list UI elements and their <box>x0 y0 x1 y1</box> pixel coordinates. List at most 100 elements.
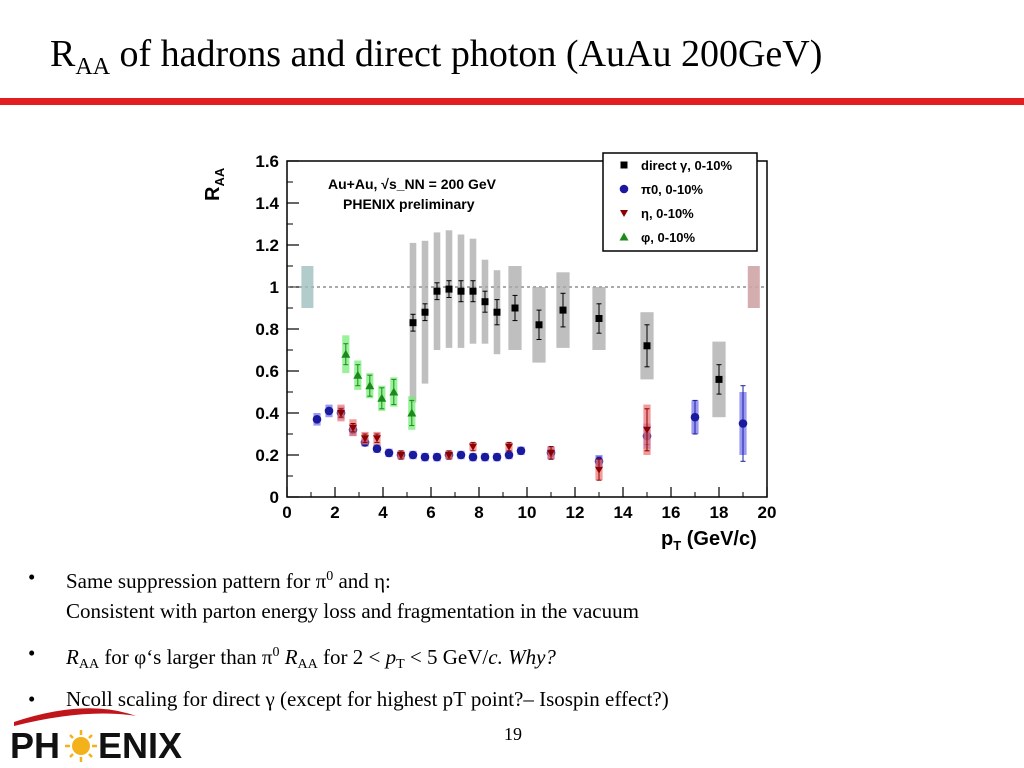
bullet-text: (except for highest pT point?– Isospin e… <box>274 687 669 711</box>
y-axis-label: RAA <box>202 167 227 201</box>
y-tick-label: 0.4 <box>255 404 279 423</box>
data-point <box>738 419 748 428</box>
data-point <box>481 298 489 306</box>
data-point <box>620 210 628 217</box>
bullet-2: • RAA for φ‘s larger than π0 RAA for 2 <… <box>28 638 669 680</box>
annotation-line: PHENIX preliminary <box>343 196 475 212</box>
bullet-symbol: φ <box>134 645 147 669</box>
bullet-text: Consistent with parton energy loss and f… <box>66 599 639 623</box>
data-point <box>469 287 477 295</box>
bullet-3: • Ncoll scaling for direct γ (except for… <box>28 684 669 714</box>
bullet-text: ‘s larger than <box>146 645 262 669</box>
y-tick-label: 1 <box>270 278 279 297</box>
data-point <box>349 424 357 432</box>
data-point <box>337 410 345 417</box>
series-1 <box>312 385 748 468</box>
data-point <box>505 443 513 451</box>
x-tick-label: 2 <box>330 503 339 522</box>
data-point <box>480 452 490 462</box>
x-tick-label: 18 <box>710 503 729 522</box>
data-point <box>361 435 369 443</box>
bullet-symbol: η <box>374 569 386 593</box>
data-point <box>407 408 417 417</box>
y-tick-label: 1.6 <box>255 152 279 171</box>
data-point <box>409 319 417 327</box>
phenix-logo: PH ENIX <box>10 708 182 764</box>
data-point <box>445 452 453 459</box>
title-divider <box>0 98 1024 105</box>
bullet-superscript: 0 <box>326 569 334 584</box>
bullet-symbol: π <box>261 645 273 669</box>
bullet-question: Why? <box>508 645 556 669</box>
legend-label: η, 0-10% <box>641 206 694 221</box>
page-number: 19 <box>504 724 522 744</box>
raa-chart: 0 2 4 6 8 10 12 14 16 18 20 0 0.2 0.4 0.6 0.8 1 1.2 1.4 1.6… <box>202 152 776 553</box>
x-tick-label: 16 <box>662 503 681 522</box>
data-point <box>433 287 441 295</box>
data-point <box>373 435 381 443</box>
svg-text:PH: PH <box>10 725 60 764</box>
data-point <box>408 450 418 460</box>
bullet-1: • Same suppression pattern for π0 and η:… <box>28 562 669 626</box>
data-point <box>432 452 442 462</box>
title-rest: of hadrons and direct photon (AuAu 200Ge… <box>110 33 823 75</box>
x-tick-label: 8 <box>474 503 483 522</box>
data-point <box>445 285 453 293</box>
svg-text:ENIX: ENIX <box>98 725 182 764</box>
bullet-dot: • <box>28 565 36 589</box>
y-tick-label: 0.6 <box>255 362 279 381</box>
data-point <box>397 452 405 459</box>
bullet-subscript: AA <box>78 657 100 672</box>
data-point <box>372 444 382 454</box>
bullet-text: Same suppression pattern for <box>66 569 316 593</box>
y-tick-label: 0 <box>270 488 279 507</box>
bullet-symbol: p <box>385 645 397 669</box>
series-0 <box>409 230 726 418</box>
bullet-symbol: π <box>315 569 327 593</box>
title-subscript: AA <box>75 54 111 80</box>
y-tick-label: 1.2 <box>255 236 279 255</box>
y-tick-label: 1.4 <box>255 194 279 213</box>
legend-box <box>602 152 758 252</box>
title-main: R <box>50 33 76 75</box>
x-axis-label: pT (GeV/c) <box>661 528 757 553</box>
data-point <box>619 184 629 194</box>
data-point <box>493 308 501 316</box>
bullet-dot: • <box>28 687 36 711</box>
bullet-text: Ncoll scaling for direct <box>66 687 266 711</box>
data-point <box>457 287 465 295</box>
data-point <box>377 393 387 402</box>
chart-annotation: Au+Au, √s_NN = 200 GeV PHENIX preliminary <box>328 176 497 212</box>
bullet-text: for 2 < <box>317 645 386 669</box>
data-point <box>365 381 375 390</box>
data-point <box>504 450 514 460</box>
logo-sun-rays <box>65 730 97 762</box>
data-point <box>312 415 322 424</box>
bullet-subscript: T <box>396 657 405 672</box>
logo-sun-icon <box>72 737 90 755</box>
data-point <box>595 466 603 474</box>
data-point <box>619 232 629 241</box>
legend-label: φ, 0-10% <box>641 230 696 245</box>
y-tick-label: 0.8 <box>255 320 279 339</box>
bullet-text: < 5 GeV/ <box>404 645 489 669</box>
annotation-line: Au+Au, √s_NN = 200 GeV <box>328 176 497 192</box>
data-point <box>620 161 628 169</box>
x-tick-label: 12 <box>566 503 585 522</box>
legend: direct γ, 0-10% π0, 0-10% η, 0-10% φ, 0-10% <box>602 152 758 252</box>
data-point <box>456 450 466 460</box>
bullet-list: • Same suppression pattern for π0 and η:… <box>28 562 669 714</box>
x-tick-label: 10 <box>518 503 537 522</box>
bullet-symbol: R <box>66 645 79 669</box>
data-point <box>643 426 651 434</box>
norm-box-right <box>747 266 760 308</box>
data-point <box>715 375 723 383</box>
bullet-superscript: 0 <box>272 645 280 660</box>
series-3 <box>341 335 417 430</box>
x-tick-label: 6 <box>426 503 435 522</box>
logo-swoosh <box>14 708 136 726</box>
slide-title: RAA of hadrons and direct photon (AuAu 2… <box>50 28 822 93</box>
data-point <box>468 452 478 462</box>
x-tick-label: 4 <box>378 503 388 522</box>
x-tick-label: 0 <box>282 503 291 522</box>
